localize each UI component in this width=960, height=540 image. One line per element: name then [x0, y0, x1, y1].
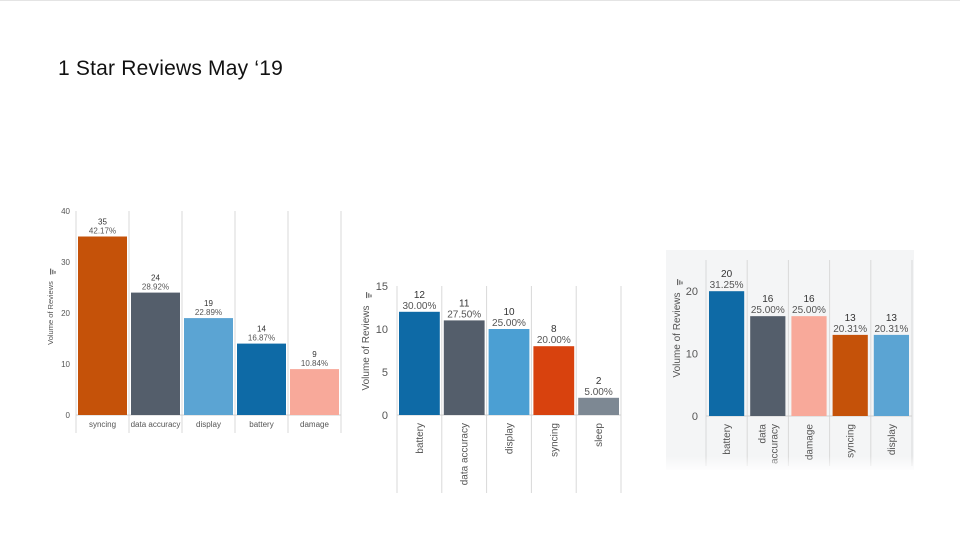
bar-value-label: 8	[551, 324, 557, 335]
bar-syncing	[78, 236, 127, 415]
chart-background	[666, 250, 914, 470]
slide-title: 1 Star Reviews May ‘19	[58, 57, 283, 80]
chart-may-syncing-first: 0 10 20 30 40 Volume of Reviews 42.17%35 syncin…	[46, 207, 342, 433]
bar-percent-label: 31.25%	[710, 280, 744, 291]
x-tick-label: damage	[805, 424, 816, 461]
sort-icon	[50, 268, 56, 275]
y-tick-label: 15	[376, 281, 388, 293]
bar-percent-label: 20.31%	[874, 324, 908, 335]
bar-percent-label: 10.84%	[301, 359, 328, 368]
bar-value-label: 9	[312, 350, 317, 359]
bar-value-label: 10	[503, 307, 515, 318]
bar-data-accuracy	[750, 316, 786, 416]
bar-value-label: 2	[596, 376, 602, 387]
x-tick-label: damage	[300, 420, 329, 429]
bar-sleep	[578, 397, 619, 415]
bar-percent-label: 42.17%	[89, 227, 116, 236]
y-tick-label: 10	[686, 348, 698, 360]
bar-percent-label: 27.50%	[447, 309, 481, 320]
bar-percent-label: 22.89%	[195, 308, 222, 317]
y-tick-label: 0	[66, 411, 71, 420]
bar-percent-label: 25.00%	[751, 305, 785, 316]
y-tick-label: 10	[61, 360, 70, 369]
bar-damage	[290, 369, 339, 415]
x-tick-label: battery	[415, 423, 426, 454]
x-tick-label: data	[757, 424, 768, 444]
bar-percent-label: 20.31%	[833, 324, 867, 335]
x-tick-label: syncing	[89, 420, 116, 429]
bar-value-label: 11	[459, 298, 470, 309]
bar-percent-label: 20.00%	[537, 335, 571, 346]
bar-value-label: 13	[845, 313, 857, 324]
y-tick-label: 30	[61, 258, 70, 267]
top-divider	[0, 0, 960, 1]
sort-icon	[677, 279, 683, 286]
bar-battery	[709, 291, 745, 416]
y-tick-label: 20	[61, 309, 70, 318]
sort-icon-stroke	[54, 270, 56, 274]
bar-percent-label: 28.92%	[142, 283, 169, 292]
bar-percent-label: 25.00%	[792, 305, 826, 316]
y-tick-label: 40	[61, 207, 70, 216]
x-tick-label: display	[505, 423, 516, 454]
bar-display	[184, 318, 233, 415]
sort-icon-stroke	[677, 279, 679, 286]
x-tick-label: sleep	[594, 423, 605, 447]
sort-icon-stroke	[52, 269, 54, 275]
sort-icon-stroke	[366, 292, 368, 299]
x-tick-label: data accuracy	[131, 420, 181, 429]
bar-percent-label: 25.00%	[492, 318, 526, 329]
bar-value-label: 24	[151, 274, 160, 283]
bar-display	[873, 334, 909, 416]
x-tick-label: battery	[249, 420, 273, 429]
bar-value-label: 20	[721, 269, 733, 280]
y-tick-label: 0	[692, 411, 698, 423]
y-axis-label: Volume of Reviews	[672, 292, 683, 377]
x-tick-label: syncing	[846, 424, 857, 458]
bar-battery	[237, 343, 286, 415]
x-tick-label: display	[196, 420, 221, 429]
bar-display	[488, 329, 530, 415]
sort-icon-stroke	[368, 293, 370, 298]
bar-value-label: 12	[414, 290, 426, 301]
sort-icon	[366, 292, 372, 299]
bar-value-label: 13	[886, 313, 898, 324]
sort-icon-stroke	[681, 281, 683, 285]
sort-icon-stroke	[679, 280, 681, 285]
bar-syncing	[832, 334, 868, 416]
x-tick-label: battery	[722, 424, 733, 455]
bar-value-label: 14	[257, 325, 266, 334]
y-axis-label: Volume of Reviews	[361, 305, 372, 390]
bar-battery	[399, 311, 440, 415]
bar-data-accuracy	[131, 292, 180, 415]
sort-icon-stroke	[50, 268, 52, 275]
chart-battery-first: 0 5 10 15 Volume of Reviews 30.00%12 battery 27…	[361, 281, 622, 493]
bar-percent-label: 30.00%	[402, 301, 436, 312]
bar-value-label: 35	[98, 218, 107, 227]
x-tick-label: data accuracy	[460, 423, 471, 485]
y-tick-label: 0	[382, 410, 388, 422]
x-tick-label: syncing	[549, 423, 560, 457]
x-tick-label: display	[887, 424, 898, 455]
y-tick-label: 5	[382, 367, 388, 379]
bar-syncing	[533, 346, 575, 415]
y-axis-label: Volume of Reviews	[46, 281, 55, 345]
x-tick-label: accuracy	[769, 424, 780, 464]
bar-percent-label: 5.00%	[584, 387, 612, 398]
bottom-fade	[666, 456, 914, 470]
bar-value-label: 19	[204, 299, 213, 308]
bar-damage	[791, 316, 827, 416]
y-tick-label: 10	[376, 324, 388, 336]
bar-data-accuracy	[443, 320, 485, 415]
sort-icon-stroke	[370, 294, 372, 298]
y-tick-label: 20	[686, 286, 698, 298]
bar-percent-label: 16.87%	[248, 334, 275, 343]
bar-value-label: 16	[803, 294, 815, 305]
bar-value-label: 16	[762, 294, 774, 305]
